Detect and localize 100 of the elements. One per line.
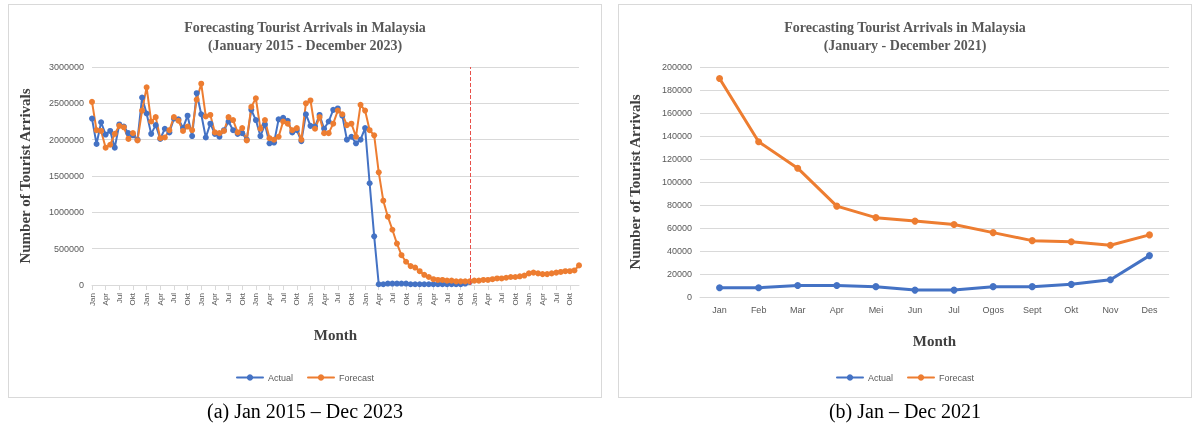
x-tick-label: Jul [224,292,234,304]
point [1106,241,1114,249]
point [833,282,841,289]
x-tick-label: Apr [374,292,384,306]
chart-subtitle: (January 2015 - December 2023) [207,37,403,54]
y-tick-label: 200000 [661,62,692,72]
x-tick-label: Jan [251,293,261,306]
legend-label: Actual [267,372,293,383]
x-tick-label: Apr [101,292,111,306]
x-tick-label: Ogos [982,304,1005,315]
point [872,283,880,291]
point [950,221,958,229]
y-tick-label: 40000 [666,246,692,256]
x-tick-label: Apr [538,292,548,306]
x-tick-label: Des [1141,304,1158,315]
point [1028,237,1036,245]
text: (b) Jan – Dec 2021 [828,400,982,423]
legend-label: Forecast [939,372,975,383]
point [794,282,802,289]
x-tick-label: Jul [387,292,397,304]
x-tick-label: Jul [948,304,960,315]
y-tick-label: 100000 [661,177,692,187]
y-axis-title: Number of Tourist Arrivals [16,88,33,264]
x-tick-label: Jan [524,293,534,306]
point [755,138,763,146]
x-tick-label: Apr [265,292,274,306]
x-tick-label: Jul [114,292,124,304]
x-tick-label: Apr [210,292,220,306]
y-tick-label: 500000 [53,243,84,254]
x-tick-label: Okt [237,292,247,306]
x-tick-label: Jul [497,292,507,304]
x-tick-label: Jan [196,293,206,306]
point [794,164,802,172]
x-tick-label: Apr [483,292,493,306]
x-tick-label: Jan [469,293,479,306]
chart-subtitle: (January - December 2021) [823,37,987,54]
x-tick-label: Apr [319,292,329,306]
point [755,284,763,292]
x-tick-label: Nov [1102,304,1119,315]
x-tick-label: Okt [456,292,466,306]
x-tick-label: Mar [789,304,806,315]
x-tick-label: Feb [750,304,767,315]
x-tick-label: Okt [510,292,520,306]
y-tick-label: 2000000 [48,134,84,145]
point [1067,280,1075,288]
x-tick-label: Apr [155,292,165,306]
x-tick-label: Jan [305,293,315,306]
x-axis-title: Month [912,332,957,349]
x-tick-label: Jan [415,293,425,306]
point [1106,276,1114,284]
point [989,229,997,237]
text: (a) Jan 2015 – Dec 2023 [206,400,404,423]
point [872,214,880,222]
y-tick-label: 3000000 [48,62,84,72]
y-tick-label: 0 [78,280,84,290]
x-tick-label: Jan [87,293,97,306]
point [1028,283,1036,291]
point [716,284,724,292]
y-tick-label: 20000 [666,269,692,279]
y-axis-title: Number of Tourist Arrivals [626,94,643,270]
x-tick-label: Jul [278,292,288,304]
point [1067,238,1075,246]
x-tick-label: Jan [142,293,152,306]
y-tick-label: 0 [686,292,692,302]
x-tick-label: Jan [360,293,370,306]
x-tick-label: Okt [401,292,411,306]
y-tick-label: 60000 [666,223,692,233]
y-tick-label: 80000 [666,200,692,210]
x-tick-label: Okt [346,292,356,306]
x-tick-label: Jul [551,292,561,304]
y-tick-label: 120000 [661,154,692,164]
point [716,75,724,82]
x-axis-title: Month [313,326,358,343]
y-tick-label: 1500000 [48,171,84,181]
x-tick-label: Okt [1064,304,1079,315]
y-tick-label: 160000 [661,108,692,118]
point [1145,231,1153,239]
point [833,202,841,210]
y-tick-label: 140000 [661,131,692,141]
x-tick-label: Okt [292,292,302,306]
x-tick-label: Apr [829,304,844,315]
chart-title: Forecasting Tourist Arrivals in Malaysia [784,19,1026,35]
x-tick-label: Sept [1022,304,1042,315]
point [1145,252,1153,260]
x-tick-label: Jul [169,292,179,304]
legend-label: Actual [867,372,893,383]
x-tick-label: Jun [907,304,923,315]
x-tick-label: Apr [428,292,438,306]
x-tick-label: Jul [442,292,452,304]
legend-label: Forecast [339,372,375,383]
x-tick-label: Jan [712,304,727,315]
x-tick-label: Mei [868,304,884,315]
y-tick-label: 2500000 [48,98,84,109]
y-tick-label: 1000000 [48,207,84,218]
x-tick-label: Okt [183,292,193,306]
chart-title: Forecasting Tourist Arrivals in Malaysia [184,19,426,35]
x-tick-label: Okt [565,292,575,306]
x-tick-label: Okt [128,292,138,306]
y-tick-label: 180000 [661,85,692,95]
point [989,283,997,291]
